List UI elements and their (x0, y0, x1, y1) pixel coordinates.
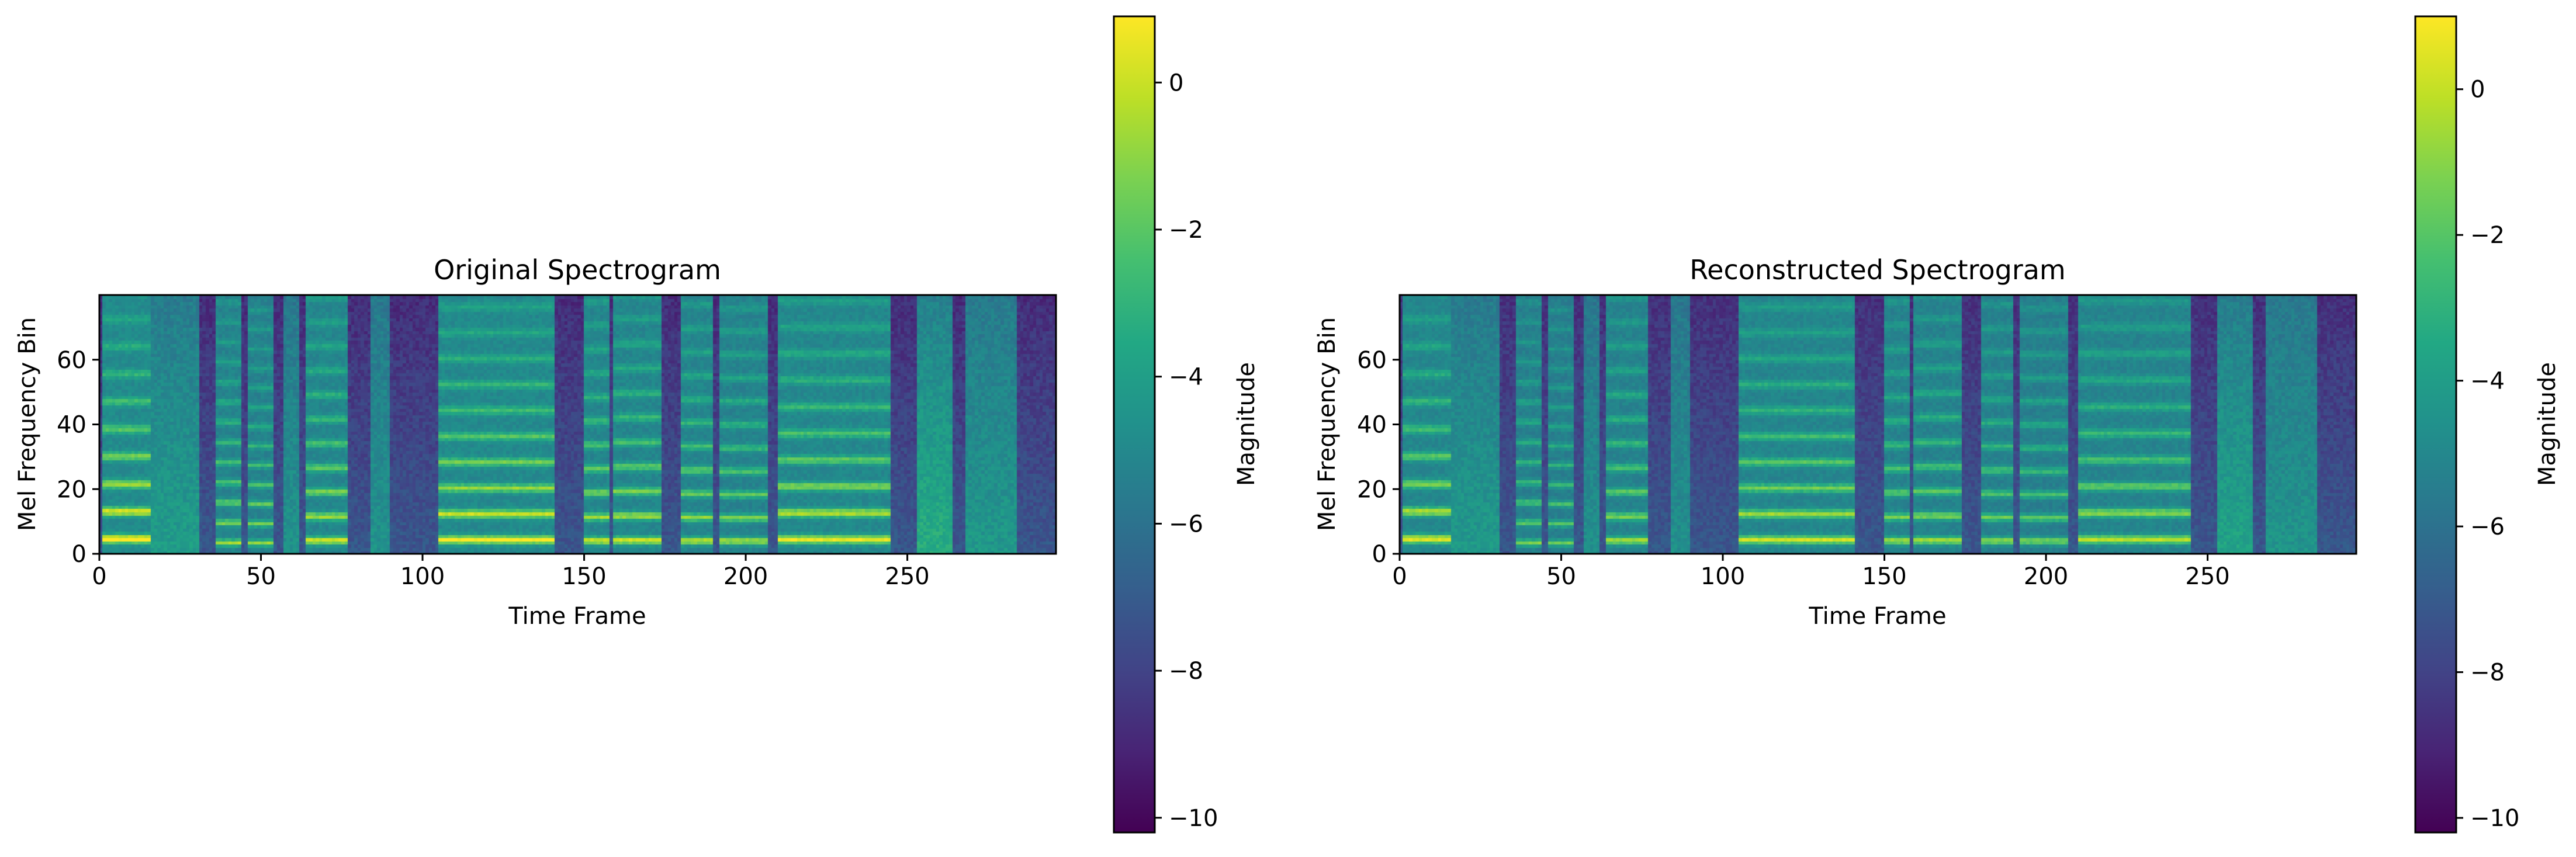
heatmap-reconstructed (1400, 295, 2356, 554)
x-tick-label: 50 (1546, 563, 1576, 590)
colorbar-original (1114, 16, 1155, 832)
colorbar-frame-original (1113, 15, 1156, 834)
x-axis-original: 0 50 100 150 200 250 (92, 554, 930, 590)
x-tick-label: 150 (1862, 563, 1906, 590)
x-tick-label: 100 (400, 563, 445, 590)
panel-original: 0 50 100 150 200 250 0 20 40 60 Original Spectro… (14, 15, 1260, 834)
colorbar-frame-reconstructed (2414, 15, 2457, 834)
x-tick-label: 250 (2185, 563, 2229, 590)
heatmap-reconstructed-frame (1400, 295, 2356, 554)
y-tick-label: 20 (1357, 476, 1387, 503)
colorbar-reconstructed (2415, 16, 2456, 832)
x-tick-label: 100 (1701, 563, 1745, 590)
chart-title: Reconstructed Spectrogram (1689, 254, 2065, 286)
y-tick-label: 60 (1357, 347, 1387, 374)
colorbar-tick-label: 0 (2470, 77, 2485, 103)
y-axis-reconstructed: 0 20 40 60 (1357, 347, 1400, 568)
x-tick-label: 200 (2024, 563, 2068, 590)
y-tick-label: 0 (1372, 541, 1387, 568)
colorbar-tick-label: −2 (2470, 222, 2505, 249)
panel-reconstructed: 0 50 100 150 200 250 0 20 40 60 Reconstructed Sp… (1314, 15, 2561, 834)
y-tick-label: 0 (72, 541, 86, 568)
colorbar-tick-label: −8 (2470, 660, 2505, 686)
y-axis-original: 0 20 40 60 (57, 347, 99, 568)
colorbar-ticks-original: 0 −2 −4 −6 −8 −10 (1155, 70, 1218, 832)
x-tick-label: 50 (246, 563, 276, 590)
colorbar-tick-label: −2 (1169, 217, 1203, 244)
heatmap-original-frame (99, 295, 1056, 554)
colorbar-tick-label: −6 (2470, 513, 2505, 540)
colorbar-ticks-reconstructed: 0 −2 −4 −6 −8 −10 (2456, 77, 2519, 832)
colorbar-tick-label: 0 (1169, 70, 1183, 96)
colorbar-tick-label: −10 (1169, 805, 1218, 832)
y-tick-label: 40 (1357, 412, 1387, 439)
colorbar-tick-label: −8 (1169, 658, 1203, 685)
colorbar-label: Magnitude (2534, 362, 2561, 486)
x-tick-label: 250 (885, 563, 929, 590)
colorbar-tick-label: −6 (1169, 511, 1203, 537)
x-tick-label: 0 (1392, 563, 1407, 590)
colorbar-tick-label: −4 (2470, 368, 2505, 395)
x-axis-label: Time Frame (1808, 603, 1946, 630)
y-tick-label: 60 (57, 347, 86, 374)
x-axis-label: Time Frame (508, 603, 646, 630)
colorbar-tick-label: −4 (1169, 364, 1203, 391)
colorbar-label: Magnitude (1233, 362, 1260, 486)
heatmap-original (99, 295, 1056, 554)
y-axis-label: Mel Frequency Bin (1314, 317, 1341, 531)
x-tick-label: 150 (562, 563, 606, 590)
x-tick-label: 0 (92, 563, 106, 590)
x-tick-label: 200 (723, 563, 768, 590)
chart-title: Original Spectrogram (434, 254, 721, 286)
y-tick-label: 20 (57, 476, 86, 503)
y-axis-label: Mel Frequency Bin (14, 317, 41, 531)
y-tick-label: 40 (57, 412, 86, 439)
x-axis-reconstructed: 0 50 100 150 200 250 (1392, 554, 2230, 590)
colorbar-tick-label: −10 (2470, 805, 2519, 832)
